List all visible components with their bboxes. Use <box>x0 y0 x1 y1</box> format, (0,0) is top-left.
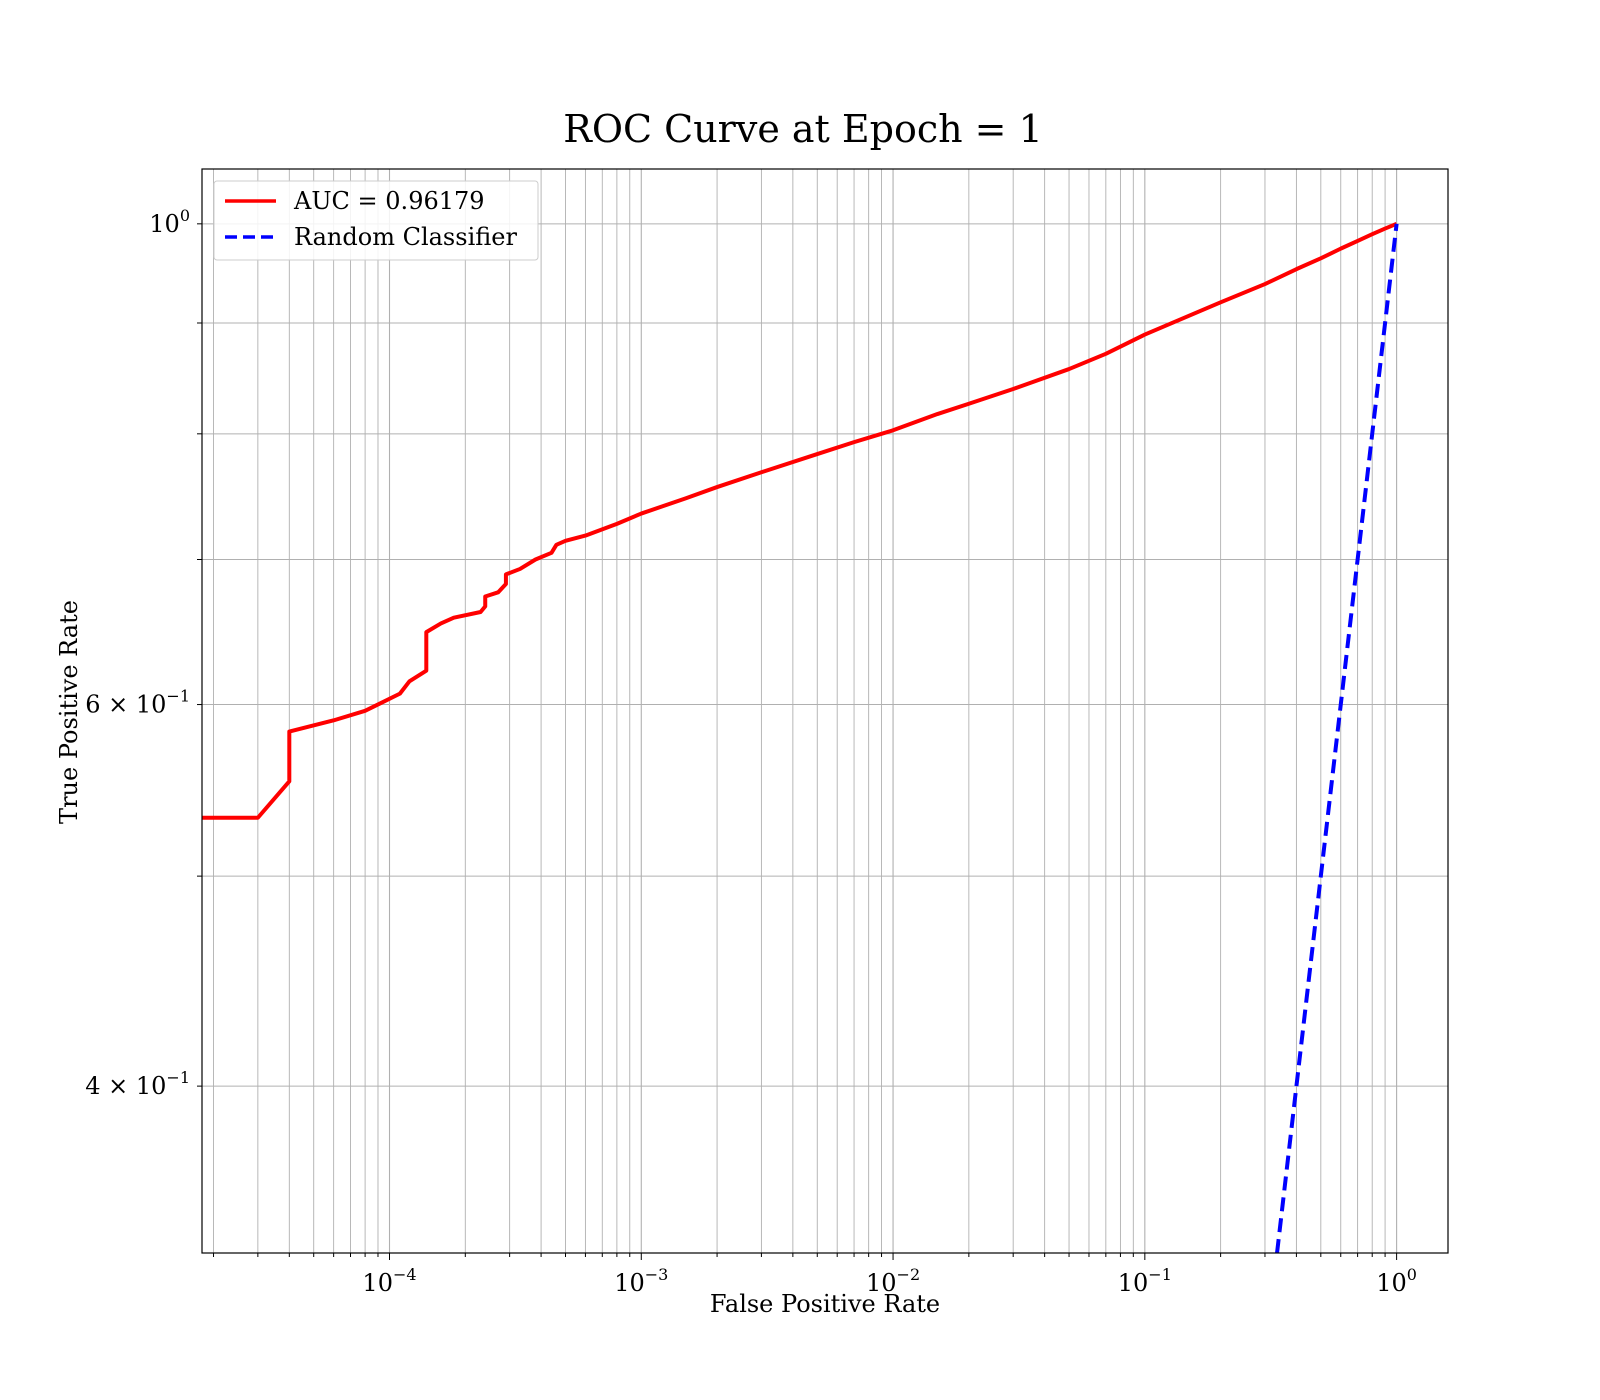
grid-lines <box>202 169 1448 1253</box>
x-tick-label: 10−1 <box>1118 1265 1172 1297</box>
chart-title: ROC Curve at Epoch = 1 <box>563 107 1043 151</box>
x-tick-label: 10−2 <box>866 1265 920 1297</box>
y-tick-label-mantissa: 4 × <box>85 1072 136 1100</box>
series-lines <box>202 221 1399 1253</box>
legend-box <box>213 180 539 261</box>
x-tick-label-base: 10 <box>1118 1269 1149 1297</box>
x-tick-label: 10−4 <box>362 1265 416 1297</box>
plot-area-frame <box>201 168 1449 1254</box>
x-tick-label-exponent: −4 <box>393 1265 417 1284</box>
x-axis-label: False Positive Rate <box>710 1290 940 1318</box>
y-tick-label-exponent: −1 <box>166 1068 190 1087</box>
x-tick-label-exponent: −2 <box>897 1265 921 1284</box>
y-tick-label-mantissa: 6 × <box>85 691 136 719</box>
legend-label-auc: AUC = 0.96179 <box>293 187 485 215</box>
x-tick-label-base: 10 <box>362 1269 393 1297</box>
y-tick-label-exponent: 0 <box>180 206 190 225</box>
y-tick-label: 100 <box>149 206 190 238</box>
x-tick-label: 10−3 <box>614 1265 668 1297</box>
y-tick-label-base: 10 <box>136 691 167 719</box>
x-tick-label-exponent: 0 <box>1407 1265 1417 1284</box>
x-tick-label-base: 10 <box>614 1269 645 1297</box>
y-tick-label-base: 10 <box>136 1072 167 1100</box>
x-tick-label-exponent: −3 <box>645 1265 669 1284</box>
roc-curve-line <box>202 221 1398 820</box>
y-tick-label: 4 × 10−1 <box>85 1068 190 1100</box>
x-tick-label-exponent: −1 <box>1148 1265 1172 1284</box>
random-classifier-line <box>1275 223 1399 1253</box>
legend-label-random-classifier: Random Classifier <box>294 223 517 251</box>
y-tick-label: 6 × 10−1 <box>85 687 190 719</box>
legend: AUC = 0.96179 Random Classifier <box>213 180 539 261</box>
x-tick-label: 100 <box>1376 1265 1417 1297</box>
y-axis-label: True Positive Rate <box>55 600 83 824</box>
x-tick-label-base: 10 <box>866 1269 897 1297</box>
y-tick-label-base: 10 <box>149 210 180 238</box>
x-tick-label-base: 10 <box>1376 1269 1407 1297</box>
y-tick-label-exponent: −1 <box>166 687 190 706</box>
